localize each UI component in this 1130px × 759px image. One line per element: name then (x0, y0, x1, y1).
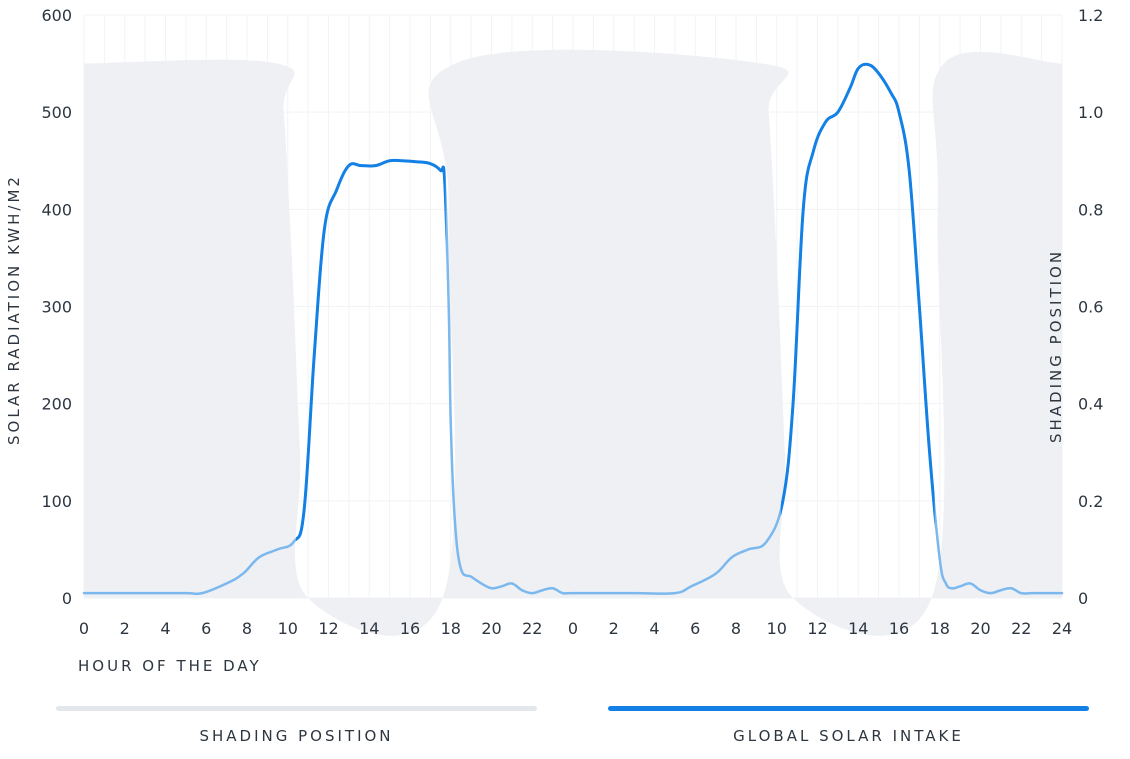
x-tick-label: 6 (201, 619, 211, 638)
y-left-tick-label: 500 (41, 103, 72, 122)
x-tick-label: 10 (767, 619, 787, 638)
x-tick-label: 14 (359, 619, 379, 638)
x-tick-label: 22 (1011, 619, 1031, 638)
x-axis-title: HOUR OF THE DAY (78, 657, 262, 675)
y-left-tick-label: 200 (41, 395, 72, 414)
x-tick-label: 20 (970, 619, 990, 638)
x-tick-label: 16 (400, 619, 420, 638)
legend-solar-swatch (608, 706, 1089, 711)
x-tick-label: 4 (160, 619, 170, 638)
x-tick-label: 0 (79, 619, 89, 638)
x-axis-ticks: 0 2 4 6 8 10 12 14 16 18 20 22 0 2 4 6 8 10 12 14 16 18 20 22 24 (79, 619, 1072, 638)
x-tick-label: 24 (1052, 619, 1072, 638)
legend-shading-label: SHADING POSITION (199, 727, 394, 745)
x-tick-label: 12 (318, 619, 338, 638)
y-axis-right-ticks: 0 0.2 0.4 0.6 0.8 1.0 1.2 (1078, 6, 1103, 608)
x-tick-label: 16 (889, 619, 909, 638)
y-left-tick-label: 400 (41, 200, 72, 219)
x-tick-label: 0 (568, 619, 578, 638)
legend-shading-swatch (56, 706, 537, 711)
shading-area-path (84, 49, 1062, 636)
y-right-tick-label: 0.6 (1078, 298, 1103, 317)
x-tick-label: 14 (848, 619, 868, 638)
y-right-tick-label: 0 (1078, 589, 1088, 608)
x-tick-label: 4 (649, 619, 659, 638)
x-tick-label: 18 (441, 619, 461, 638)
y-left-tick-label: 0 (62, 589, 72, 608)
legend-solar-label: GLOBAL SOLAR INTAKE (733, 727, 964, 745)
y-right-tick-label: 1.0 (1078, 103, 1103, 122)
x-tick-label: 12 (807, 619, 827, 638)
y-left-tick-label: 600 (41, 6, 72, 25)
x-tick-label: 18 (930, 619, 950, 638)
legend-shading[interactable]: SHADING POSITION (56, 700, 537, 745)
y-left-tick-label: 100 (41, 492, 72, 511)
legend-solar[interactable]: GLOBAL SOLAR INTAKE (608, 700, 1089, 745)
y-axis-left-ticks: 0 100 200 300 400 500 600 (41, 6, 72, 608)
y-right-tick-label: 0.2 (1078, 492, 1103, 511)
y-axis-left-title: SOLAR RADIATION KWH/M2 (5, 174, 23, 445)
y-right-tick-label: 1.2 (1078, 6, 1103, 25)
solar-line (82, 62, 1064, 596)
y-axis-right-title: SHADING POSITION (1047, 249, 1065, 443)
y-left-tick-label: 300 (41, 298, 72, 317)
x-tick-label: 8 (731, 619, 741, 638)
x-tick-label: 22 (522, 619, 542, 638)
x-tick-label: 10 (278, 619, 298, 638)
y-right-tick-label: 0.4 (1078, 395, 1103, 414)
x-tick-label: 2 (120, 619, 130, 638)
x-tick-label: 8 (242, 619, 252, 638)
x-tick-label: 6 (690, 619, 700, 638)
y-right-tick-label: 0.8 (1078, 200, 1103, 219)
x-tick-label: 20 (481, 619, 501, 638)
x-tick-label: 2 (609, 619, 619, 638)
shading-area (84, 49, 1062, 636)
